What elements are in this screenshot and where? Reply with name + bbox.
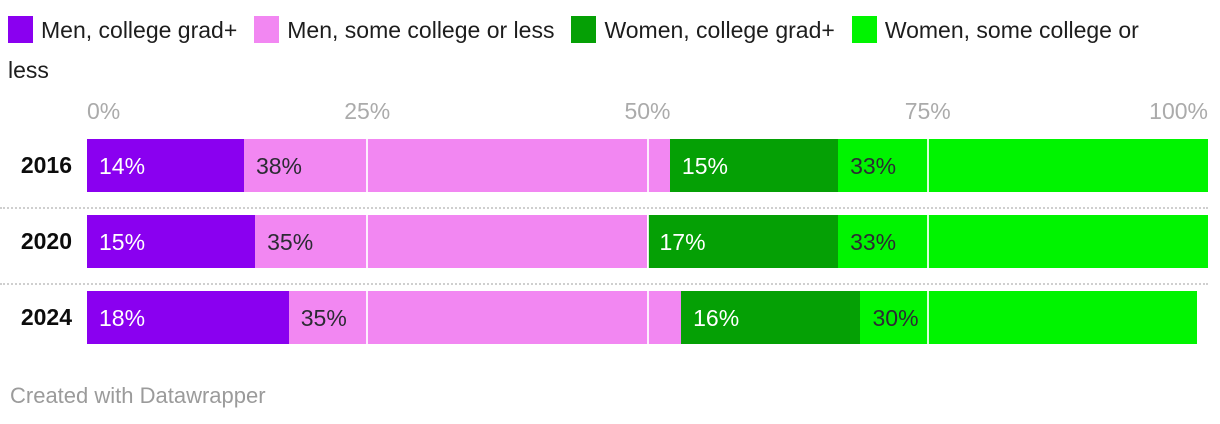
bar-value-label: 15% — [681, 153, 728, 179]
bar-segment[interactable]: 15% — [87, 215, 256, 268]
row-separator — [0, 207, 1208, 209]
bar-segment[interactable]: 35% — [255, 215, 648, 268]
bar-row: 2024 18% 35% 16% 30% — [0, 291, 1220, 344]
bar-value-label: 17% — [659, 229, 706, 255]
bar-value-label: 35% — [300, 305, 347, 331]
legend-item: Men, college grad+ — [8, 16, 238, 43]
legend-label: Women, some college or less — [8, 17, 1139, 83]
row-label: 2020 — [20, 228, 72, 254]
legend-swatch-icon — [571, 16, 597, 43]
bar-row: 2020 15% 35% 17% 33% — [0, 215, 1220, 268]
bar-row: 2016 14% 38% 15% 33% — [0, 139, 1220, 192]
gridline — [366, 291, 369, 344]
gridline — [926, 139, 929, 192]
bar-segment[interactable]: 38% — [243, 139, 670, 192]
gridline — [366, 139, 369, 192]
gridline — [926, 291, 929, 344]
bar-track: 18% 35% 16% 30% — [87, 291, 1208, 344]
bar-value-label: 16% — [693, 305, 740, 331]
footer-credit: Created with Datawrapper — [10, 383, 266, 408]
bar-segment[interactable]: 16% — [681, 291, 861, 344]
x-axis: 0% 25% 50% 75% 100% — [0, 98, 1220, 126]
x-axis-tick-label: 75% — [904, 98, 951, 124]
x-axis-tick-label: 25% — [344, 98, 391, 124]
bar-segment[interactable]: 35% — [288, 291, 682, 344]
bar-value-label: 30% — [872, 305, 919, 331]
gridline — [646, 291, 649, 344]
legend-swatch-icon — [851, 16, 877, 43]
bar-track: 15% 35% 17% 33% — [87, 215, 1208, 268]
bar-value-label: 35% — [267, 229, 314, 255]
bar-segment[interactable]: 30% — [860, 291, 1197, 344]
legend-swatch-icon — [254, 16, 280, 43]
row-label: 2024 — [20, 304, 72, 330]
bar-value-label: 38% — [255, 153, 302, 179]
row-label: 2016 — [20, 152, 72, 178]
bar-value-label: 14% — [99, 153, 146, 179]
gridline — [646, 139, 649, 192]
legend-item: Women, college grad+ — [571, 16, 835, 43]
legend-label: Men, some college or less — [287, 17, 555, 43]
bar-segment[interactable]: 17% — [647, 215, 839, 268]
bar-value-label: 33% — [850, 229, 897, 255]
legend-item: Women, some college or less — [8, 16, 1139, 83]
bar-segment[interactable]: 15% — [669, 139, 839, 192]
legend: Men, college grad+ Men, some college or l… — [8, 10, 1158, 90]
legend-swatch-icon — [8, 16, 33, 43]
x-axis-tick-label: 100% — [1149, 98, 1208, 124]
x-axis-tick-label: 0% — [87, 98, 121, 124]
bar-value-label: 18% — [99, 305, 146, 331]
gridline — [926, 215, 929, 268]
gridline — [366, 215, 369, 268]
bar-value-label: 33% — [850, 153, 897, 179]
legend-item: Men, some college or less — [254, 16, 555, 43]
row-separator — [0, 283, 1208, 285]
bar-value-label: 15% — [99, 229, 146, 255]
x-axis-tick-label: 50% — [624, 98, 671, 124]
gridline — [646, 215, 649, 268]
bar-segment[interactable]: 33% — [838, 139, 1208, 192]
bar-segment[interactable]: 18% — [87, 291, 289, 344]
legend-label: Men, college grad+ — [41, 17, 238, 43]
bar-track: 14% 38% 15% 33% — [87, 139, 1208, 192]
bar-segment[interactable]: 14% — [87, 139, 244, 192]
bar-segment[interactable]: 33% — [838, 215, 1208, 268]
legend-label: Women, college grad+ — [604, 17, 835, 43]
